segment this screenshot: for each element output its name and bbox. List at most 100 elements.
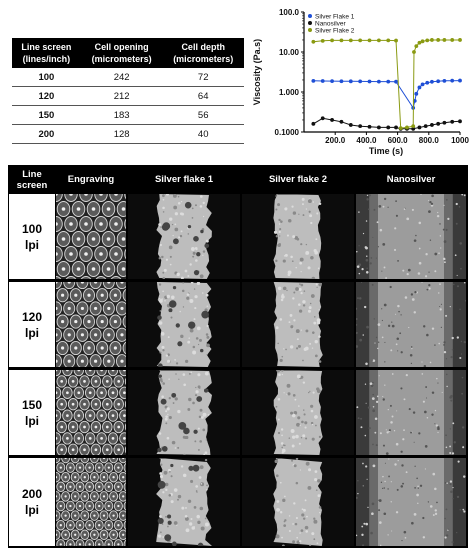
- data-point: [311, 121, 316, 126]
- data-point: [450, 119, 455, 124]
- header-text: Cell opening: [94, 42, 149, 52]
- data-point: [442, 120, 447, 125]
- micrograph-grid: Line screen Engraving Silver flake 1 Sil…: [8, 165, 468, 548]
- data-point: [311, 78, 316, 83]
- micrograph-flake2-3: [242, 370, 354, 455]
- legend-marker: [308, 14, 312, 18]
- table-row: 120 212 64: [12, 86, 244, 106]
- y-tick-label: 1.000: [279, 88, 300, 97]
- table-cell-depth: 56: [162, 105, 244, 125]
- legend-label: Nanosilver: [315, 20, 347, 27]
- row-label-unit: lpi: [25, 413, 39, 428]
- row-label-number: 120: [21, 309, 43, 324]
- micrograph-nano-1: [356, 194, 466, 279]
- data-point: [358, 79, 363, 84]
- table-cell-line-screen: 150: [12, 105, 81, 125]
- x-axis-label: Time (s): [369, 146, 403, 156]
- micrograph-engraving-3: [56, 370, 126, 455]
- data-point: [436, 38, 441, 42]
- data-point: [398, 126, 403, 131]
- data-point: [358, 124, 363, 129]
- y-tick-label: 10.00: [279, 48, 300, 57]
- legend-marker: [308, 28, 312, 32]
- x-tick-label: 200.0: [325, 136, 346, 145]
- data-point: [311, 39, 316, 44]
- data-point: [458, 38, 462, 42]
- data-point: [339, 79, 344, 84]
- data-point: [436, 121, 441, 126]
- row-label-150: 150 lpi: [9, 370, 55, 455]
- x-tick-label: 1000: [451, 136, 469, 145]
- data-point: [450, 78, 455, 83]
- table-header-line-screen: Line screen (lines/inch): [12, 38, 81, 68]
- row-label-number: 150: [21, 397, 43, 412]
- header-subtext: (micrometers): [173, 54, 234, 64]
- legend-label: Silver Flake 1: [315, 13, 355, 20]
- data-point: [414, 44, 419, 49]
- data-point: [394, 38, 398, 43]
- micrograph-flake1-4: [128, 458, 240, 546]
- legend-marker: [308, 21, 312, 25]
- grid-header-line-screen: Line screen: [9, 166, 55, 193]
- data-point: [411, 126, 416, 131]
- x-tick-label: 800.0: [419, 136, 440, 145]
- data-point: [367, 124, 372, 129]
- data-point: [430, 79, 434, 84]
- table-row: 200 128 40: [12, 124, 244, 144]
- data-point: [330, 79, 334, 84]
- data-point: [386, 125, 391, 130]
- chart-axes: 0.1000 1.000 10.00 100.0 200.0 400.0 600.0 800.…: [252, 8, 469, 156]
- micrograph-engraving-4: [56, 458, 126, 546]
- data-point: [320, 79, 325, 83]
- row-label-120: 120 lpi: [9, 282, 55, 367]
- data-point: [442, 78, 447, 83]
- micrograph-flake2-1: [242, 194, 354, 279]
- table-row: 100 242 72: [12, 68, 244, 87]
- y-tick-label: 0.1000: [275, 128, 300, 137]
- x-tick-label: 600.0: [388, 136, 409, 145]
- table-header-cell-opening: Cell opening (micrometers): [80, 38, 163, 68]
- grid-header-text: Line: [22, 168, 42, 180]
- row-label-200: 200 lpi: [9, 458, 55, 546]
- table-cell-depth: 64: [162, 86, 244, 106]
- header-subtext: (lines/inch): [22, 54, 71, 64]
- data-point: [430, 38, 434, 42]
- line-screen-table: Line screen (lines/inch) Cell opening (m…: [12, 38, 244, 144]
- legend-label: Silver Flake 2: [315, 27, 355, 34]
- micrograph-flake2-4: [242, 458, 354, 546]
- row-label-unit: lpi: [25, 325, 39, 340]
- grid-header-silver-flake-1: Silver flake 1: [154, 174, 214, 185]
- data-point: [436, 79, 441, 84]
- y-tick-label: 100.0: [279, 8, 300, 17]
- table-cell-opening: 183: [80, 105, 163, 125]
- data-point: [358, 38, 363, 43]
- row-label-unit: lpi: [25, 237, 39, 252]
- data-point: [414, 91, 419, 96]
- data-point: [348, 123, 353, 127]
- row-label-number: 200: [21, 487, 43, 501]
- header-text: Cell depth: [181, 42, 225, 52]
- x-tick-label: 400.0: [356, 136, 377, 145]
- micrograph-flake1-3: [128, 370, 240, 455]
- row-label-number: 100: [21, 221, 43, 236]
- data-point: [320, 38, 325, 43]
- table-row: 150 183 56: [12, 105, 244, 125]
- data-point: [386, 38, 391, 43]
- header-text: Line screen: [21, 42, 72, 52]
- data-point: [425, 38, 430, 43]
- data-point: [367, 79, 372, 84]
- table-cell-depth: 72: [162, 68, 244, 87]
- micrograph-nano-3: [356, 370, 466, 455]
- data-point: [330, 38, 334, 43]
- data-point: [386, 79, 391, 84]
- header-subtext: (micrometers): [91, 54, 152, 64]
- chart-marks: [311, 38, 462, 131]
- row-label-100: 100 lpi: [9, 194, 55, 279]
- data-point: [376, 125, 381, 130]
- micrograph-engraving-1: [56, 194, 126, 279]
- data-point: [417, 85, 422, 90]
- grid-header-silver-flake-2: Silver flake 2: [268, 174, 328, 185]
- data-point: [376, 38, 381, 43]
- micrograph-nano-2: [356, 282, 466, 367]
- data-point: [458, 119, 462, 124]
